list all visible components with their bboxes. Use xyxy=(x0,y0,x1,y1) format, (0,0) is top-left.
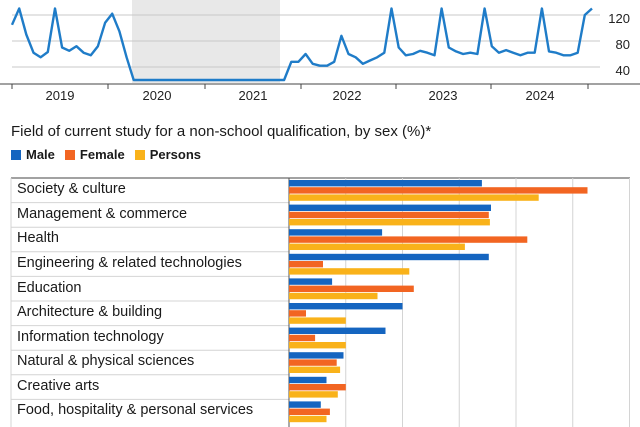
x-tick-label: 2022 xyxy=(332,88,362,103)
x-tick-label: 2023 xyxy=(428,88,458,103)
bar-male xyxy=(289,253,489,261)
bar-female xyxy=(289,261,323,268)
bar-female xyxy=(289,384,346,391)
bar-persons xyxy=(289,391,338,398)
bar-male xyxy=(289,376,327,384)
bar-male xyxy=(289,229,383,236)
y-tick-label: 120 xyxy=(608,11,630,26)
bar-persons xyxy=(289,415,327,423)
bar-male xyxy=(289,327,386,334)
line-chart xyxy=(0,0,640,89)
category-label: Information technology xyxy=(17,329,164,345)
category-label: Health xyxy=(17,230,59,246)
bar-persons xyxy=(289,194,539,201)
category-label: Natural & physical sciences xyxy=(17,353,195,369)
category-label: Creative arts xyxy=(17,378,100,394)
bar-chart-title: Field of current study for a non-school … xyxy=(11,123,432,140)
category-label: Architecture & building xyxy=(17,304,163,320)
bar-female xyxy=(289,285,414,292)
x-tick-label: 2019 xyxy=(45,88,75,103)
category-label: Engineering & related technologies xyxy=(17,255,242,271)
category-label: Food, hospitality & personal services xyxy=(17,402,254,418)
legend-label: Persons xyxy=(149,147,202,162)
bar-persons xyxy=(289,366,341,373)
bar-persons xyxy=(289,219,490,226)
bar-male xyxy=(289,180,482,187)
bar-persons xyxy=(289,292,378,300)
legend-item-male: Male xyxy=(11,147,55,162)
bar-male xyxy=(289,303,403,310)
bar-female xyxy=(289,187,588,194)
category-label: Society & culture xyxy=(17,181,126,197)
bar-persons xyxy=(289,342,346,349)
y-tick-label: 80 xyxy=(615,37,630,52)
bar-female xyxy=(289,359,337,366)
bar-male xyxy=(289,401,321,408)
bar-female xyxy=(289,211,489,219)
legend-label: Male xyxy=(26,147,55,162)
bar-persons xyxy=(289,243,465,250)
series-line xyxy=(10,7,593,82)
bar-persons xyxy=(289,268,410,275)
x-tick-label: 2024 xyxy=(525,88,555,103)
bar-persons xyxy=(289,317,346,324)
bar-male xyxy=(289,204,491,211)
bar-female xyxy=(289,408,330,415)
legend-item-female: Female xyxy=(64,147,125,162)
legend-label: Female xyxy=(79,147,125,162)
x-tick-label: 2021 xyxy=(238,88,268,103)
y-tick-label: 40 xyxy=(615,63,630,78)
x-tick-label: 2020 xyxy=(142,88,172,103)
male-swatch xyxy=(11,149,21,160)
bar-male xyxy=(289,352,344,359)
legend: Male Female Persons xyxy=(11,147,201,162)
bar-female xyxy=(289,310,306,317)
persons-swatch xyxy=(134,149,145,160)
legend-item-persons: Persons xyxy=(134,147,202,162)
category-label: Management & commerce xyxy=(17,206,188,222)
bar-female xyxy=(289,334,316,342)
female-swatch xyxy=(64,149,75,160)
bar-male xyxy=(289,278,333,285)
category-label: Education xyxy=(17,280,82,296)
bar-female xyxy=(289,236,528,243)
